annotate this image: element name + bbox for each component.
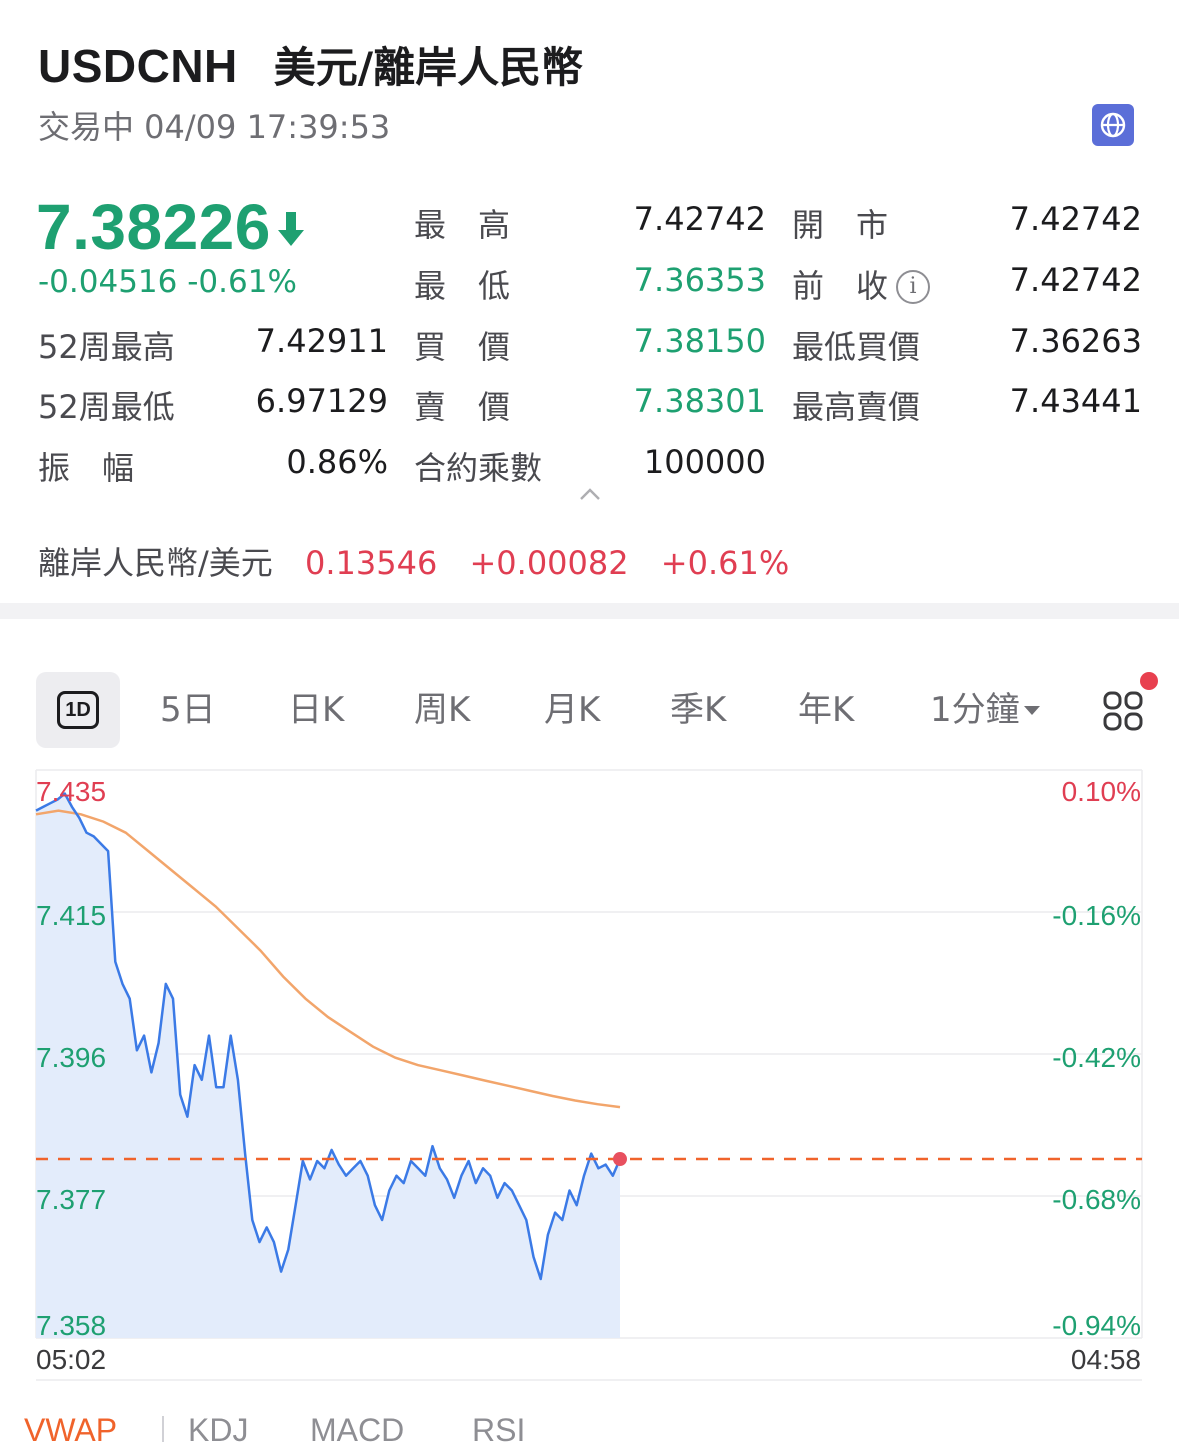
tab-1d[interactable]: 1D <box>36 672 120 748</box>
y-right-label: -0.42% <box>1052 1042 1141 1073</box>
tab-day-k[interactable]: 日K <box>288 690 345 730</box>
indicator-tabs: VWAP KDJ MACD RSI <box>0 1412 1179 1442</box>
ask-value: 7.38301 <box>633 382 766 420</box>
wk52-high-label: 52周最高 <box>38 328 175 366</box>
high-value: 7.42742 <box>633 200 766 238</box>
symbol: USDCNH <box>38 40 238 92</box>
y-left-label: 7.377 <box>36 1184 107 1215</box>
inverse-pct: +0.61% <box>660 544 790 582</box>
high-label: 最 高 <box>414 206 511 244</box>
y-left-label: 7.396 <box>36 1042 107 1073</box>
period-tabs: 1D 5日 日K 周K 月K 季K 年K 1分鐘 <box>0 672 1179 748</box>
y-right-label: -0.68% <box>1052 1184 1141 1215</box>
chevron-up-icon[interactable] <box>578 486 602 502</box>
tab-separator <box>162 1416 164 1442</box>
prev-close-text: 前 收 <box>792 267 889 305</box>
tab-kdj[interactable]: KDJ <box>188 1412 249 1442</box>
tab-week-k[interactable]: 周K <box>414 690 471 730</box>
inverse-label: 離岸人民幣/美元 <box>38 544 273 582</box>
x-end-label: 04:58 <box>1070 1344 1141 1375</box>
y-right-label: -0.16% <box>1052 900 1141 931</box>
chart-svg <box>35 769 1143 1381</box>
prev-close-value: 7.42742 <box>1009 261 1142 299</box>
wk52-low-label: 52周最低 <box>38 388 175 426</box>
intraday-chart[interactable]: 7.435 7.415 7.396 7.377 7.358 0.10% -0.1… <box>0 760 1179 1400</box>
tab-month-k[interactable]: 月K <box>544 690 601 730</box>
amplitude-label: 振 幅 <box>38 449 135 487</box>
inverse-price: 0.13546 <box>304 544 438 582</box>
tab-minute-dropdown[interactable]: 1分鐘 <box>930 672 1040 748</box>
min-bid-label: 最低買價 <box>792 328 921 366</box>
tab-macd[interactable]: MACD <box>310 1412 405 1442</box>
tab-quarter-k[interactable]: 季K <box>670 690 727 730</box>
tab-5d[interactable]: 5日 <box>160 690 216 730</box>
y-left-label: 7.358 <box>36 1310 107 1341</box>
globe-icon <box>1100 112 1126 138</box>
section-divider <box>0 603 1179 619</box>
low-value: 7.36353 <box>633 261 766 299</box>
max-ask-value: 7.43441 <box>1009 382 1142 420</box>
price-change: -0.04516 -0.61% <box>38 264 297 300</box>
y-right-label: 0.10% <box>1061 776 1141 807</box>
info-icon[interactable]: i <box>896 270 931 304</box>
tab-year-k[interactable]: 年K <box>798 690 855 730</box>
bid-value: 7.38150 <box>633 322 766 360</box>
y-left-label: 7.415 <box>36 900 107 931</box>
current-price: 7.38226 <box>36 191 271 263</box>
notification-dot <box>1140 672 1158 690</box>
price-area-fill <box>36 793 620 1338</box>
tab-vwap[interactable]: VWAP <box>24 1412 118 1442</box>
low-label: 最 低 <box>414 267 511 305</box>
multiplier-value: 100000 <box>643 443 766 481</box>
trading-status: 交易中 04/09 17:39:53 <box>38 108 391 146</box>
vwap-line <box>35 809 621 1109</box>
wk52-high-value: 7.42911 <box>255 322 388 360</box>
amplitude-value: 0.86% <box>286 443 388 481</box>
header: USDCNH 美元/離岸人民幣 <box>38 34 583 95</box>
max-ask-label: 最高賣價 <box>792 388 921 426</box>
caret-down-icon <box>1023 706 1040 715</box>
tab-minute-label: 1分鐘 <box>930 690 1020 730</box>
current-price-dot <box>613 1152 627 1167</box>
inverse-quote[interactable]: 離岸人民幣/美元 0.13546 +0.00082 +0.61% <box>38 538 789 584</box>
open-label: 開 市 <box>792 206 889 244</box>
grid-menu-icon[interactable] <box>1102 690 1144 732</box>
wk52-low-value: 6.97129 <box>255 382 388 420</box>
pair-name: 美元/離岸人民幣 <box>273 43 584 92</box>
bid-label: 買 價 <box>414 328 511 366</box>
down-arrow-icon <box>278 212 304 246</box>
globe-button[interactable] <box>1092 104 1134 146</box>
y-left-label: 7.435 <box>36 776 107 807</box>
open-value: 7.42742 <box>1009 200 1142 238</box>
y-right-label: -0.94% <box>1052 1310 1141 1341</box>
inverse-change: +0.00082 <box>469 544 629 582</box>
tab-1d-label: 1D <box>57 691 99 729</box>
tab-rsi[interactable]: RSI <box>472 1412 526 1442</box>
ask-label: 賣 價 <box>414 388 511 426</box>
min-bid-value: 7.36263 <box>1009 322 1142 360</box>
x-start-label: 05:02 <box>36 1344 107 1375</box>
multiplier-label: 合約乘數 <box>414 449 543 487</box>
